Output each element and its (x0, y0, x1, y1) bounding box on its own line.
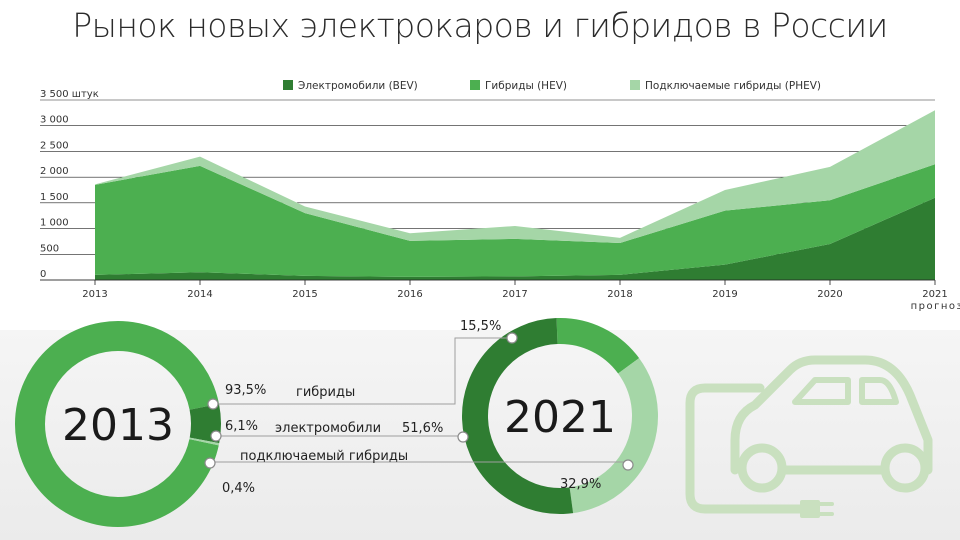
pct-label-2021-hev: 15,5% (460, 319, 501, 334)
area-series-phev (95, 110, 935, 243)
legend-label: Гибриды (HEV) (485, 80, 567, 92)
pct-label-2013-bev: 6,1% (225, 419, 258, 434)
cord-icon (685, 383, 805, 514)
donut-2013: 2013 (15, 321, 221, 527)
y-tick-label: 0 (40, 269, 46, 280)
legend-label: Электромобили (BEV) (298, 80, 418, 92)
category-label-hev: гибриды (296, 385, 355, 400)
y-tick-label: 3 000 (40, 115, 69, 126)
car-wheel-icon (737, 443, 787, 493)
legend-swatch-phev (630, 80, 640, 90)
car-body-icon (730, 355, 933, 475)
x-tick-label: 2015 (292, 289, 317, 300)
pct-label-2021-phev: 32,9% (560, 477, 601, 492)
y-tick-label: 1 000 (40, 218, 69, 229)
x-tick-label: 2019 (712, 289, 737, 300)
plug-icon (800, 500, 820, 518)
connector-hev (214, 337, 512, 405)
x-tick-label: 2014 (187, 289, 212, 300)
donut-year-label: 2013 (62, 400, 174, 451)
legend-swatch-hev (470, 80, 480, 90)
car-wheel-icon (880, 443, 930, 493)
category-label-phev: подключаемый гибриды (240, 449, 408, 464)
forecast-label: прогноз (911, 301, 960, 312)
legend-label: Подключаемые гибриды (PHEV) (645, 80, 821, 92)
y-tick-label: 2 000 (40, 166, 69, 177)
area-series-hev (95, 164, 935, 277)
electric-car-plug-icon (685, 355, 933, 518)
donut-slice-phev (15, 321, 221, 527)
connector-dot (204, 457, 216, 469)
car-window-icon (859, 377, 899, 405)
donut-year-label: 2021 (504, 392, 616, 443)
legend-swatch-bev (283, 80, 293, 90)
x-tick-label: 2018 (607, 289, 632, 300)
x-tick-label: 2017 (502, 289, 527, 300)
connector-dot (457, 431, 469, 443)
pct-label-2013-hev: 93,5% (225, 383, 266, 398)
y-tick-label: 500 (40, 243, 59, 254)
connector-dot (506, 332, 518, 344)
connector-dot (207, 398, 219, 410)
y-tick-label: 2 500 (40, 140, 69, 151)
y-tick-label: 3 500 штук (40, 89, 99, 100)
x-tick-label: 2013 (82, 289, 107, 300)
y-tick-label: 1 500 (40, 192, 69, 203)
connector-dot (622, 459, 634, 471)
area-series-bev (95, 197, 935, 280)
category-label-bev: электромобили (275, 421, 381, 436)
page-title: Рынок новых электрокаров и гибридов в Ро… (72, 6, 888, 45)
x-tick-label: 2020 (817, 289, 842, 300)
pct-label-2013-phev: 0,4% (222, 481, 255, 496)
donut-slice-phev (462, 318, 658, 514)
connector-dot (210, 430, 222, 442)
x-tick-label: 2016 (397, 289, 422, 300)
car-window-icon (792, 377, 851, 405)
donut-2021: 2021 (462, 318, 658, 514)
x-tick-label: 2021 (922, 289, 947, 300)
donut-slice-hev (462, 318, 658, 514)
pct-label-2021-bev: 51,6% (402, 421, 443, 436)
